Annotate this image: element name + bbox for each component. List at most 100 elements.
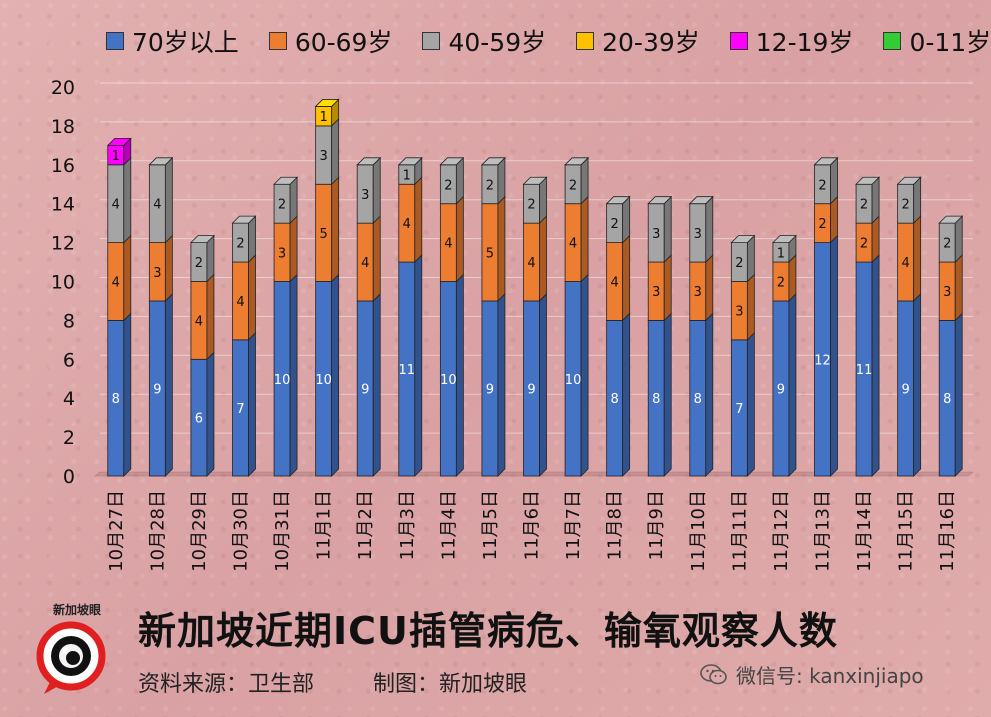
bar-segment: 3 [689,254,714,322]
x-tick-label: 11月7日 [563,490,584,560]
data-label: 4 [361,256,369,271]
bar-side [663,312,672,477]
x-tick-label: 11月12日 [771,490,792,572]
data-label: 2 [444,178,452,193]
data-label: 3 [361,188,369,203]
bar-side [788,292,797,477]
x-tick-label: 11月11日 [729,490,750,572]
bar-side [913,176,922,225]
x-tick-label: 11月1日 [314,490,335,560]
bar-segment: 8 [606,312,631,477]
bar-side [414,254,423,477]
data-label: 2 [818,178,826,193]
bar-side [455,195,464,283]
bar-segment: 4 [190,273,215,361]
legend-label: 70岁以上 [132,28,239,57]
bar-segment: 10 [439,273,464,477]
bar-side [705,195,714,264]
bar-segment: 2 [605,195,631,244]
bar-segment: 9 [148,292,173,477]
y-tick-label: 14 [51,194,75,216]
bar-side [206,351,215,477]
bar-segment: 4 [107,234,132,322]
bar-side [913,215,922,302]
data-label: 2 [943,237,951,252]
data-label: 4 [112,198,120,213]
bar-segment: 10 [564,273,589,477]
data-label: 9 [902,382,910,397]
y-tick-label: 6 [63,349,75,371]
data-label: 2 [860,198,868,213]
data-label: 3 [735,305,743,320]
data-label: 8 [112,392,120,407]
data-label: 8 [694,392,702,407]
data-label: 4 [403,217,411,232]
bar-segment: 4 [148,156,174,244]
data-label: 7 [735,402,743,417]
legend-swatch [106,32,124,50]
data-label: 2 [902,198,910,213]
data-label: 8 [943,392,951,407]
data-label: 10 [274,373,291,388]
bar-top [605,196,631,205]
data-label: 2 [278,198,286,213]
bar-side [497,195,506,302]
bar-side [580,273,589,477]
y-tick-label: 8 [63,310,75,332]
bar-segment: 5 [315,176,340,283]
data-label: 3 [694,227,702,242]
x-tick-label: 10月27日 [106,490,127,572]
legend-swatch [576,32,595,50]
bar-segment: 2 [813,156,839,205]
data-label: 3 [652,227,660,242]
bar-side [622,312,631,477]
bar-side [289,215,298,283]
x-tick-label: 11月2日 [355,490,376,560]
bar-segment: 2 [730,234,756,283]
bar-segment: 2 [189,234,215,283]
x-tick-label: 10月28日 [147,490,168,572]
data-label: 4 [112,276,120,291]
bar-segment: 8 [647,312,672,477]
bar-side [248,331,256,477]
wechat-label: 微信号: kanxinjiapo [736,664,924,688]
data-label: 1 [777,246,785,261]
data-label: 2 [195,256,203,271]
legend-label: 12-19岁 [755,28,854,57]
bar-top [356,157,382,166]
legend-swatch [729,32,748,50]
data-label: 2 [236,237,244,252]
data-label: 4 [195,314,203,329]
bar-side [289,176,298,225]
bar-side [455,273,464,477]
legend-item: 20-39岁 [576,23,700,59]
y-tick-label: 20 [51,77,75,99]
data-label: 4 [236,295,244,310]
legend-item: 40-59岁 [422,23,546,59]
y-tick-label: 12 [51,233,75,255]
x-tick-label: 11月6日 [522,490,543,560]
legend-swatch [422,32,441,50]
brand-logo: 新加坡眼 [26,603,118,696]
data-label: 2 [777,276,785,291]
bar-side [954,254,963,322]
bar-segment: 3 [356,156,382,225]
data-label: 3 [694,285,702,300]
bar-segment: 9 [897,292,922,477]
bar-segment: 2 [231,215,257,264]
data-label: 8 [652,392,660,407]
data-label: 2 [818,217,826,232]
bar-segment: 2 [273,176,299,225]
bar-segment: 4 [356,215,381,302]
data-label: 3 [320,149,328,164]
data-label: 9 [486,382,494,397]
bar-side [871,215,880,264]
data-label: 2 [611,217,619,232]
data-label: 3 [652,285,660,300]
bar-segment: 9 [356,292,381,477]
bar-segment: 8 [938,312,963,477]
data-label: 4 [902,256,910,271]
bar-segment: 8 [107,312,132,477]
bar-segment: 4 [107,156,132,244]
data-label: 5 [320,227,328,242]
